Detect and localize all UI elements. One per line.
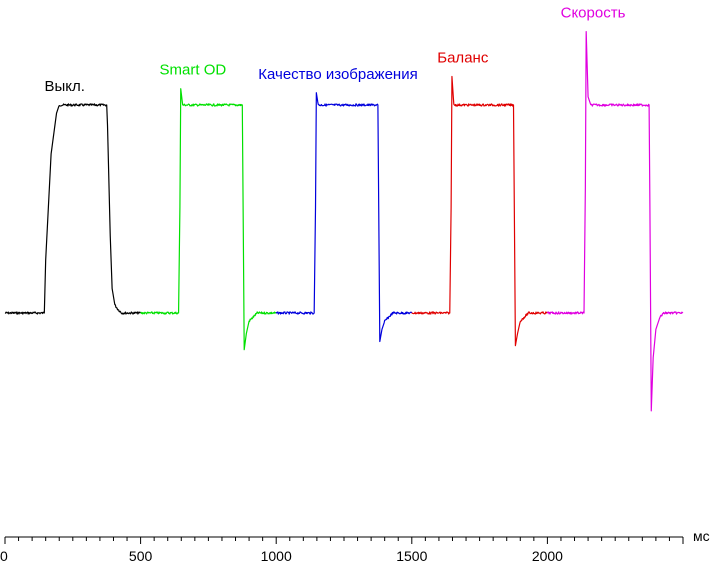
x-tick-label: 1000 xyxy=(261,548,292,563)
series-label-layer: Выкл. Smart OD Качество изображения Баланс С… xyxy=(44,5,625,95)
x-tick-label: 2000 xyxy=(532,548,563,563)
series-label-4: Скорость xyxy=(561,5,626,22)
x-tick-label: 0 xyxy=(0,548,8,563)
series-line-3 xyxy=(411,75,548,347)
series-line-4 xyxy=(546,30,684,412)
series-line-0 xyxy=(4,103,142,315)
series-label-1: Smart OD xyxy=(160,62,227,79)
series-layer xyxy=(4,30,684,412)
x-tick-label: 500 xyxy=(129,548,153,563)
series-label-2: Качество изображения xyxy=(258,66,417,83)
x-axis: мс 0 500 1000 1500 2000 xyxy=(0,528,710,563)
series-label-3: Баланс xyxy=(437,50,489,67)
x-axis-unit-label: мс xyxy=(693,528,710,544)
x-tick-label: 1500 xyxy=(396,548,427,563)
series-line-2 xyxy=(275,92,413,343)
series-line-1 xyxy=(140,88,277,351)
series-label-0: Выкл. xyxy=(44,78,84,95)
